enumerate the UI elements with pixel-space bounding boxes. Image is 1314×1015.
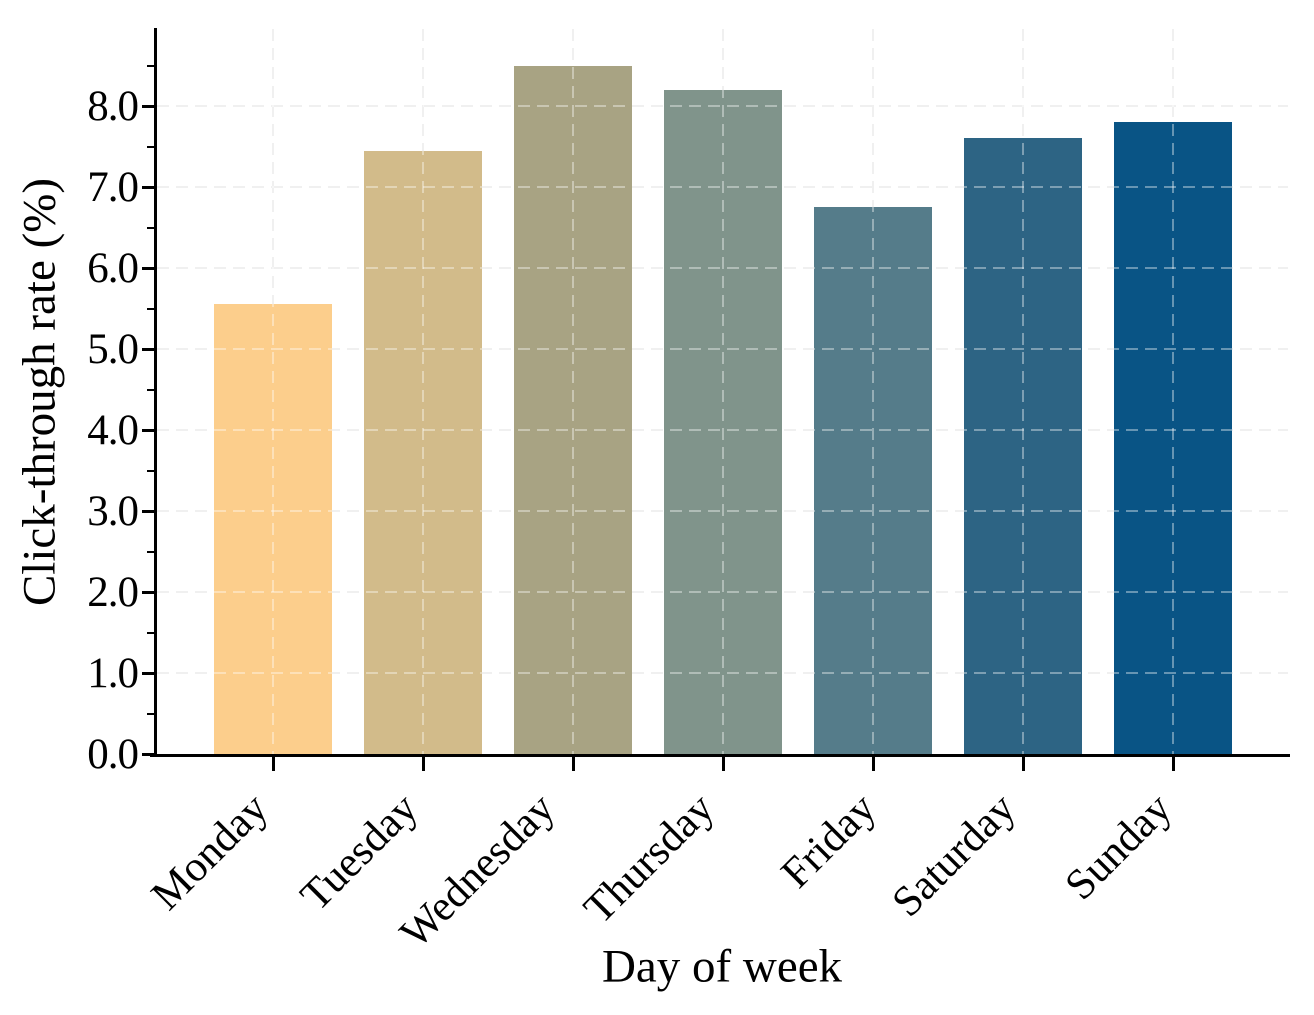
x-major-tick [1021,757,1025,771]
y-major-tick [142,752,154,756]
y-tick-label: 5.0 [87,326,139,373]
bar-monday [214,304,332,754]
x-major-tick [1171,757,1175,771]
bar-saturday [964,138,1082,754]
x-tick-label-friday: Friday [772,784,886,898]
x-major-tick [871,757,875,771]
y-gridline-overlay [157,429,1288,431]
y-major-tick [142,671,154,675]
y-tick-label: 4.0 [87,407,139,454]
bar-wednesday [514,65,632,754]
x-tick-label-tuesday: Tuesday [291,784,427,920]
y-major-tick [142,185,154,189]
x-tick-label-thursday: Thursday [574,784,723,933]
y-minor-tick [147,226,154,229]
x-gridline-overlay [722,29,724,754]
y-major-tick [142,347,154,351]
x-major-tick [421,757,425,771]
x-major-tick [271,757,275,771]
y-minor-tick [147,631,154,634]
y-minor-tick [147,64,154,67]
y-axis-title: Click-through rate (%) [13,177,66,607]
y-minor-tick [147,469,154,472]
x-gridline-overlay [1172,29,1174,754]
y-gridline-overlay [157,510,1288,512]
y-tick-label: 8.0 [87,83,139,130]
y-tick-label: 7.0 [87,164,139,211]
bar-sunday [1114,122,1232,754]
x-major-tick [721,757,725,771]
x-tick-label-sunday: Sunday [1056,784,1181,910]
y-tick-label: 1.0 [87,650,139,697]
y-gridline-overlay [157,105,1288,107]
y-gridline-overlay [157,186,1288,188]
x-major-tick [571,757,575,771]
bar-thursday [664,89,782,754]
x-gridline-overlay [422,29,424,754]
x-tick-label-monday: Monday [142,784,278,920]
x-axis-spine [150,754,1290,757]
y-tick-label: 2.0 [87,569,139,616]
y-axis-spine [154,28,157,757]
y-minor-tick [147,307,154,310]
y-major-tick [142,590,154,594]
y-minor-tick [147,712,154,715]
y-major-tick [142,428,154,432]
y-tick-label: 0.0 [87,731,139,778]
x-gridline-overlay [572,29,574,754]
bar-friday [814,207,932,754]
y-major-tick [142,104,154,108]
y-gridline-overlay [157,672,1288,674]
y-tick-label: 3.0 [87,488,139,535]
y-minor-tick [147,550,154,553]
y-gridline-overlay [157,591,1288,593]
x-gridline-overlay [872,29,874,754]
x-gridline-overlay [272,29,274,754]
x-axis-title: Day of week [601,940,843,993]
y-major-tick [142,509,154,513]
y-major-tick [142,266,154,270]
y-tick-label: 6.0 [87,245,139,292]
bar-tuesday [364,150,482,754]
y-minor-tick [147,388,154,391]
x-gridline-overlay [1022,29,1024,754]
y-gridline-overlay [157,267,1288,269]
x-tick-label-saturday: Saturday [883,784,1025,926]
y-minor-tick [147,145,154,148]
y-gridline-overlay [157,348,1288,350]
